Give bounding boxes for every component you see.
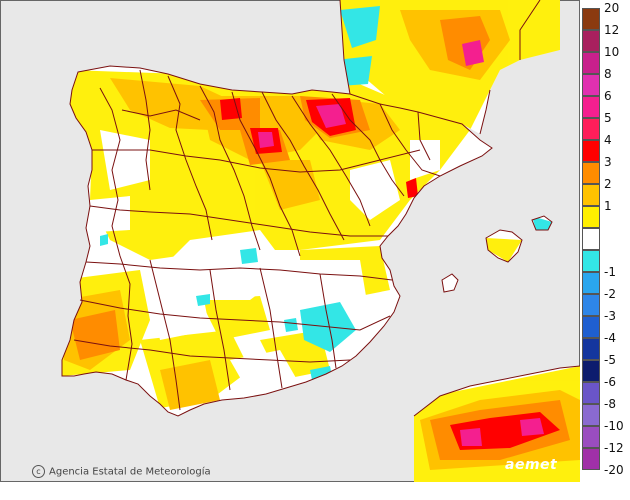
- legend-swatch-negative: [582, 338, 600, 360]
- legend-swatch-positive: [582, 74, 600, 96]
- province-borders: [61, 0, 580, 417]
- legend-label: 3: [604, 155, 612, 169]
- legend-swatch-negative: [582, 382, 600, 404]
- legend-label: 20: [604, 1, 620, 15]
- legend-label: -3: [604, 309, 616, 323]
- legend-label: 4: [604, 133, 612, 147]
- anomaly-map: [0, 0, 580, 482]
- legend-swatch-positive: [582, 184, 600, 206]
- legend-swatch-neutral: [582, 228, 600, 250]
- legend-swatch-positive: [582, 162, 600, 184]
- legend-label: 5: [604, 111, 612, 125]
- legend-swatch-positive: [582, 140, 600, 162]
- legend-label: -2: [604, 287, 616, 301]
- legend-swatch-negative: [582, 426, 600, 448]
- legend-label: -1: [604, 265, 616, 279]
- legend-swatch-negative: [582, 404, 600, 426]
- legend-label: 1: [604, 199, 612, 213]
- legend-label: 8: [604, 67, 612, 81]
- legend-label: -5: [604, 353, 616, 367]
- legend-label: 6: [604, 89, 612, 103]
- legend-swatch-negative: [582, 294, 600, 316]
- aemet-logo-text: aemet: [505, 457, 558, 473]
- legend-label: -12: [604, 441, 624, 455]
- credit-line: c Agencia Estatal de Meteorología: [32, 465, 211, 478]
- legend-label: -4: [604, 331, 616, 345]
- legend-label: -20: [604, 463, 624, 477]
- map-frame: [0, 0, 580, 482]
- legend-swatch-negative: [582, 316, 600, 338]
- legend-swatch-positive: [582, 118, 600, 140]
- legend-swatch-negative: [582, 250, 600, 272]
- legend-swatch-negative: [582, 272, 600, 294]
- legend-label: 12: [604, 23, 620, 37]
- legend-swatch-negative: [582, 360, 600, 382]
- legend-swatch-positive: [582, 8, 600, 30]
- legend-label: -6: [604, 375, 616, 389]
- credit-text: Agencia Estatal de Meteorología: [49, 466, 211, 478]
- legend-swatch-positive: [582, 206, 600, 228]
- legend-swatch-negative: [582, 448, 600, 470]
- legend-swatch-positive: [582, 96, 600, 118]
- legend-label: -8: [604, 397, 616, 411]
- copyright-icon: c: [32, 465, 45, 478]
- legend-label: -10: [604, 419, 624, 433]
- aemet-logo: aemet: [505, 457, 557, 473]
- legend-swatch-positive: [582, 52, 600, 74]
- legend-label: 10: [604, 45, 620, 59]
- legend-swatch-positive: [582, 30, 600, 52]
- legend-label: 2: [604, 177, 612, 191]
